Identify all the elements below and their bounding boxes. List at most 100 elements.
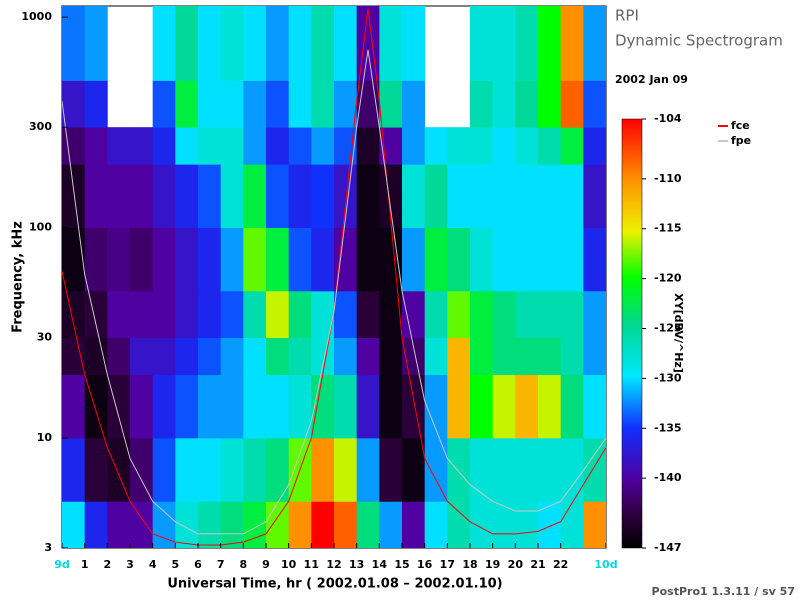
spectrogram-cell	[334, 227, 358, 292]
spectrogram-cell	[288, 164, 312, 228]
spectrogram-cell	[402, 374, 426, 439]
spectrogram-cell	[379, 6, 403, 81]
spectrogram-cell	[266, 290, 290, 338]
spectrogram-cell	[62, 80, 86, 128]
spectrogram-cell	[492, 127, 516, 165]
spectrogram-cell	[175, 290, 199, 338]
spectrogram-cell	[152, 374, 176, 439]
spectrogram-cell	[62, 501, 86, 548]
spectrogram-cell	[220, 127, 244, 165]
spectrogram-cell	[492, 80, 516, 128]
spectrogram-cell	[130, 164, 154, 228]
spectrogram-cell	[175, 501, 199, 548]
spectrogram-cell	[470, 374, 494, 439]
spectrogram-cell	[243, 290, 267, 338]
spectrogram-cell	[402, 437, 426, 502]
spectrogram-cell	[220, 437, 244, 502]
spectrogram-cell	[220, 374, 244, 439]
spectrogram-cell	[515, 290, 539, 338]
x-tick-label: 12	[326, 558, 341, 571]
x-tick-label: 20	[508, 558, 524, 571]
spectrogram-cell	[470, 6, 494, 81]
spectrogram-cell	[311, 6, 335, 81]
spectrogram-cell	[402, 6, 426, 81]
spectrogram-cell	[538, 6, 562, 81]
spectrogram-cell	[243, 227, 267, 292]
spectrogram-cell	[560, 337, 584, 376]
colorbar-tick-label: -135	[654, 421, 682, 434]
y-tick-label: 10	[37, 431, 53, 444]
spectrogram-cell	[243, 80, 267, 128]
spectrogram-cell	[198, 227, 222, 292]
spectrogram-cell	[266, 80, 290, 128]
x-tick-label: 1	[81, 558, 89, 571]
spectrogram-cell	[583, 337, 606, 376]
spectrogram-cell	[84, 80, 108, 128]
spectrogram-cell	[243, 127, 267, 165]
spectrogram-cell	[198, 6, 222, 81]
spectrogram-cell	[243, 437, 267, 502]
spectrogram-cell	[84, 227, 108, 292]
spectrogram-cell	[424, 164, 448, 228]
spectrogram-cell	[356, 164, 380, 228]
spectrogram-cell	[447, 374, 471, 439]
spectrogram-cell	[583, 80, 606, 128]
spectrogram-cell	[288, 80, 312, 128]
spectrogram-cell	[492, 437, 516, 502]
spectrogram-cell	[152, 437, 176, 502]
spectrogram-cell	[152, 290, 176, 338]
spectrogram-cell	[447, 337, 471, 376]
colorbar-tick-label: -120	[654, 272, 682, 285]
spectrogram-cell	[288, 501, 312, 548]
spectrogram-cell	[220, 227, 244, 292]
x-tick-label: 7	[217, 558, 225, 571]
spectrogram-cell	[583, 227, 606, 292]
y-axis-label: Frequency, kHz	[11, 221, 26, 333]
spectrogram-cell	[470, 290, 494, 338]
spectrogram-cell	[515, 374, 539, 439]
spectrogram-cell	[470, 127, 494, 165]
spectrogram-cell	[288, 227, 312, 292]
spectrogram-cell	[379, 501, 403, 548]
spectrogram-cell	[583, 127, 606, 165]
spectrogram-cell	[175, 6, 199, 81]
spectrogram-cell	[334, 337, 358, 376]
spectrogram-cell	[84, 374, 108, 439]
spectrogram-cell	[198, 374, 222, 439]
y-tick-label: 300	[29, 120, 52, 133]
spectrogram-cell	[62, 290, 86, 338]
spectrogram-cell	[84, 127, 108, 165]
spectrogram-cell	[288, 337, 312, 376]
spectrogram-cell	[379, 437, 403, 502]
spectrogram-cell	[560, 127, 584, 165]
spectrogram-cell	[152, 6, 176, 81]
spectrogram-cell	[356, 374, 380, 439]
spectrogram-cell	[220, 80, 244, 128]
colorbar-tick-label: -115	[654, 222, 682, 235]
spectrogram-cell	[583, 374, 606, 439]
x-tick-label: 8	[240, 558, 248, 571]
spectrogram-cell	[560, 290, 584, 338]
spectrogram-cell	[107, 374, 131, 439]
spectrogram-cell	[288, 374, 312, 439]
y-tick-label: 3	[44, 541, 52, 554]
spectrogram-cell	[311, 164, 335, 228]
y-tick-label: 1000	[21, 10, 52, 23]
x-tick-label: 9d	[54, 558, 70, 571]
spectrogram-cell	[492, 227, 516, 292]
x-tick-label: 15	[394, 558, 409, 571]
spectrogram-cell	[356, 501, 380, 548]
spectrogram-cell	[424, 501, 448, 548]
spectrogram-cell	[334, 501, 358, 548]
spectrogram-cell	[311, 437, 335, 502]
colorbar-tick-label: -125	[654, 322, 682, 335]
spectrogram-cell	[515, 164, 539, 228]
spectrogram-cell	[560, 437, 584, 502]
spectrogram-cell	[130, 501, 154, 548]
spectrogram-cell	[356, 127, 380, 165]
spectrogram-cell	[175, 164, 199, 228]
spectrogram-cell	[198, 290, 222, 338]
spectrogram-cell	[470, 437, 494, 502]
spectrogram-cell	[515, 6, 539, 81]
spectrogram-cell	[356, 437, 380, 502]
